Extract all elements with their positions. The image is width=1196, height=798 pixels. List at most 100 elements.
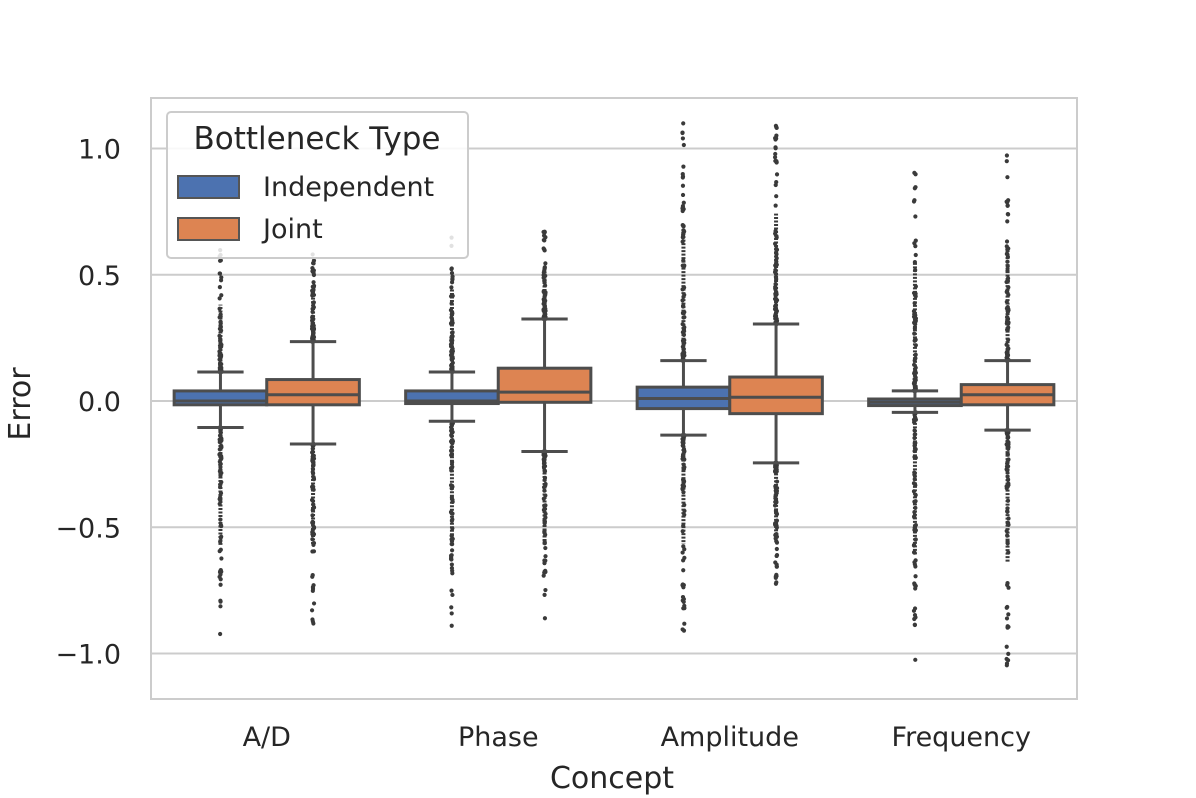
outlier-point [772, 155, 778, 160]
outlier-point [311, 284, 316, 289]
outlier-point [1004, 616, 1010, 621]
outlier-point [773, 123, 779, 128]
outlier-point [449, 266, 454, 271]
outlier-point [681, 568, 686, 573]
box-joint [265, 378, 361, 407]
outlier-point [543, 545, 548, 551]
y-tick-labels: 1.0 0.5 0.0 −0.5 −1.0 [55, 135, 121, 671]
outlier-point [681, 200, 686, 205]
outlier-point [1004, 644, 1009, 649]
legend: Bottleneck Type Independent Joint [166, 111, 469, 259]
outlier-point [310, 549, 315, 554]
outlier-point [309, 608, 315, 613]
outlier-point [681, 599, 686, 605]
outlier-point [218, 547, 223, 552]
outlier-point [449, 623, 454, 628]
outlier-point [913, 252, 918, 258]
outlier-point [682, 621, 687, 626]
outlier-point [1005, 203, 1010, 208]
outlier-point [449, 271, 455, 276]
outlier-point [449, 562, 454, 567]
outlier-point [681, 121, 686, 126]
outlier-point [681, 585, 686, 590]
outlier-point [682, 547, 687, 552]
outlier-point [217, 296, 222, 301]
outlier-point [911, 608, 917, 613]
outlier-point [218, 599, 223, 604]
outlier-point [543, 587, 548, 593]
outlier-point [773, 203, 778, 208]
outlier-point [448, 553, 454, 558]
y-tick-label: −0.5 [55, 513, 121, 544]
outlier-point [449, 537, 454, 542]
outlier-point [1005, 658, 1011, 663]
outlier-point [1006, 212, 1011, 217]
outlier-point [1004, 153, 1010, 158]
outlier-point [543, 235, 548, 240]
legend-swatch-independent [177, 175, 240, 199]
outlier-point [774, 194, 779, 199]
outlier-point [542, 247, 547, 252]
outlier-point [219, 293, 224, 298]
outlier-point [218, 582, 223, 587]
outlier-point [218, 604, 223, 609]
outlier-point [912, 186, 917, 191]
outlier-point [449, 588, 454, 593]
outlier-point [1004, 159, 1009, 164]
outlier-point [310, 573, 315, 578]
outlier-point [542, 592, 547, 597]
outlier-point [774, 572, 779, 577]
outlier-point [680, 223, 685, 228]
outlier-point [311, 261, 316, 266]
x-tick-label: Frequency [892, 722, 1032, 753]
outlier-point [217, 570, 223, 575]
outlier-point [680, 174, 686, 179]
outlier-point [680, 183, 686, 188]
legend-frame [166, 111, 469, 259]
outlier-point [543, 554, 548, 559]
outlier-point [449, 605, 454, 610]
outlier-point [311, 601, 317, 606]
outlier-point [448, 556, 454, 562]
outlier-point [912, 582, 917, 588]
outlier-point [541, 229, 546, 235]
outlier-point [1006, 624, 1011, 630]
outlier-point [912, 241, 917, 246]
outlier-point [913, 657, 918, 662]
outlier-point [1004, 605, 1009, 610]
outlier-point [681, 628, 687, 633]
outlier-point [912, 562, 917, 567]
outlier-point [681, 606, 686, 611]
box-joint [496, 366, 593, 404]
x-tick-label: Amplitude [661, 722, 799, 753]
outlier-point [680, 550, 685, 555]
outlier-point [1006, 651, 1011, 656]
y-tick-label: 0.0 [78, 387, 121, 418]
outlier-point [913, 214, 918, 219]
outlier-point [774, 172, 780, 177]
outlier-point [681, 164, 686, 169]
outlier-point [773, 135, 778, 141]
outlier-point [449, 285, 454, 290]
outlier-point [1006, 198, 1011, 203]
x-tick-label: A/D [243, 722, 291, 753]
outlier-point [774, 546, 779, 552]
outlier-point [912, 622, 917, 628]
outlier-point [310, 588, 315, 593]
outlier-point [219, 556, 224, 561]
outlier-point [450, 277, 455, 282]
legend-label-joint: Joint [261, 214, 323, 245]
legend-swatch-joint [177, 217, 240, 241]
outlier-point [543, 569, 548, 575]
outlier-point [217, 285, 222, 290]
y-tick-label: 0.5 [78, 261, 121, 292]
outlier-point [912, 616, 917, 622]
outlier-point [218, 258, 223, 263]
outlier-point [680, 136, 685, 141]
outlier-point [774, 539, 779, 544]
outlier-point [1004, 661, 1010, 666]
outlier-point [774, 180, 779, 185]
outlier-point [310, 269, 315, 274]
outlier-point [680, 192, 686, 198]
